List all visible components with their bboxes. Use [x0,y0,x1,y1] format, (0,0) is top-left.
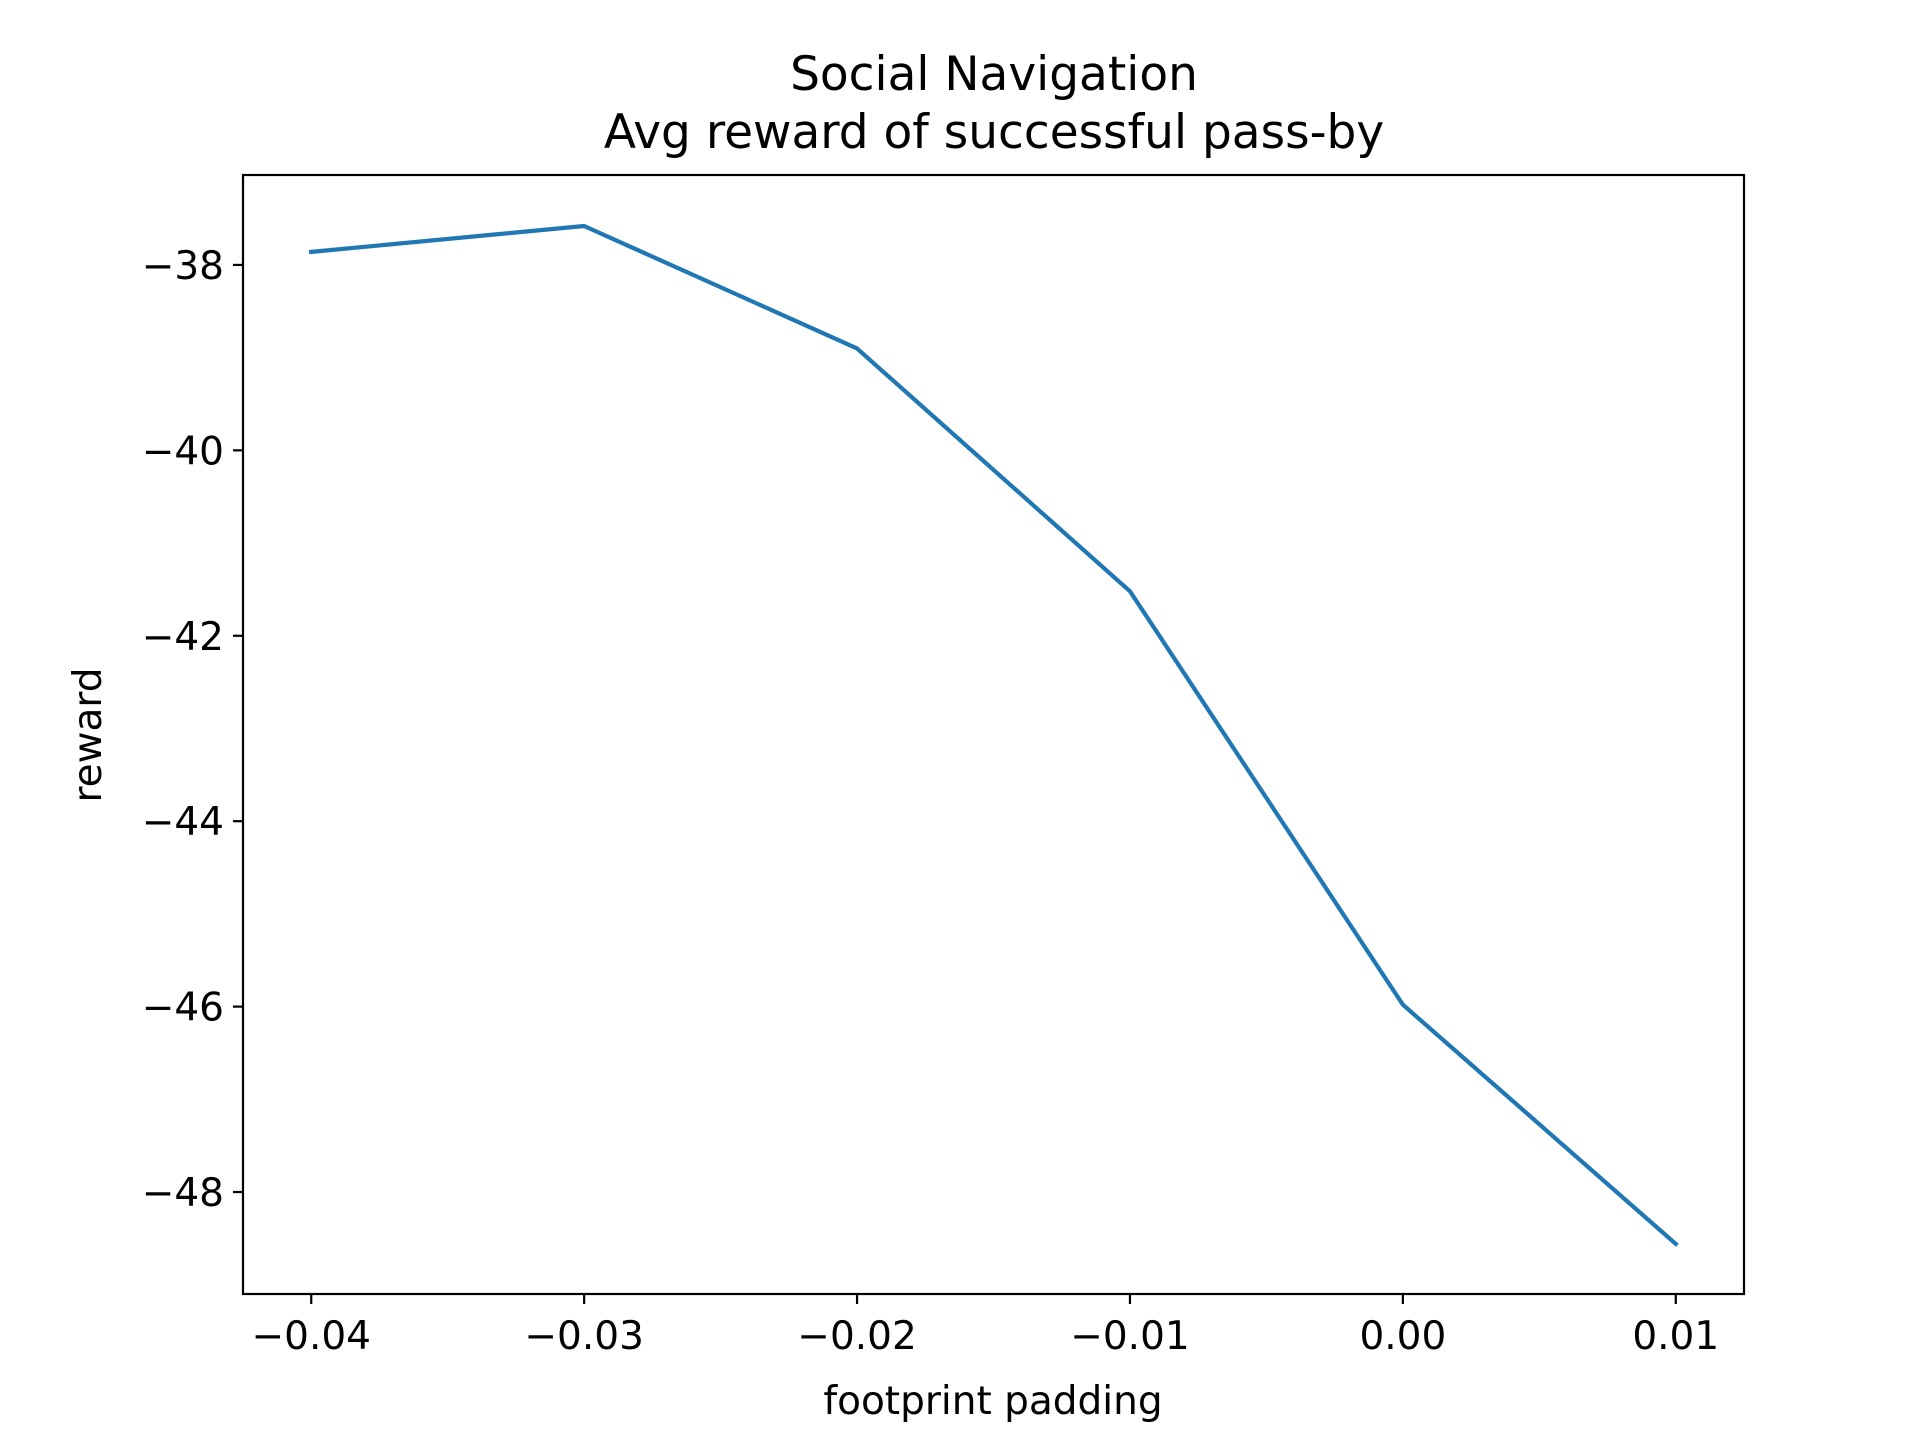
y-tick-label: −44 [142,800,224,845]
data-point [311,251,312,252]
x-axis: −0.04 −0.03 −0.02 −0.01 0.00 0.01 [251,1294,1719,1359]
y-tick-label: −42 [142,615,224,660]
series-line [308,223,1679,1247]
y-axis-label: reward [66,667,111,802]
chart-subtitle: Avg reward of successful pass-by [604,105,1384,160]
plot-area [308,223,1679,1247]
data-point [1129,591,1130,592]
data-point [1402,1004,1403,1005]
y-tick-label: −46 [142,986,224,1031]
x-tick-label: −0.03 [524,1314,644,1359]
y-tick-label: −38 [142,244,224,289]
plot-frame [241,173,1746,1296]
data-point [1675,1243,1676,1244]
y-tick-label: −48 [142,1171,224,1216]
data-point [584,225,585,226]
chart-title: Social Navigation [790,47,1198,102]
y-axis: −38 −40 −42 −44 −46 −48 [142,244,243,1216]
data-point [857,348,858,349]
x-tick-label: −0.04 [251,1314,371,1359]
y-tick-label: −40 [142,429,224,474]
x-tick-label: 0.00 [1359,1314,1446,1359]
x-tick-label: −0.01 [1070,1314,1190,1359]
x-tick-label: 0.01 [1632,1314,1719,1359]
x-axis-label: footprint padding [823,1379,1162,1424]
x-tick-label: −0.02 [797,1314,917,1359]
